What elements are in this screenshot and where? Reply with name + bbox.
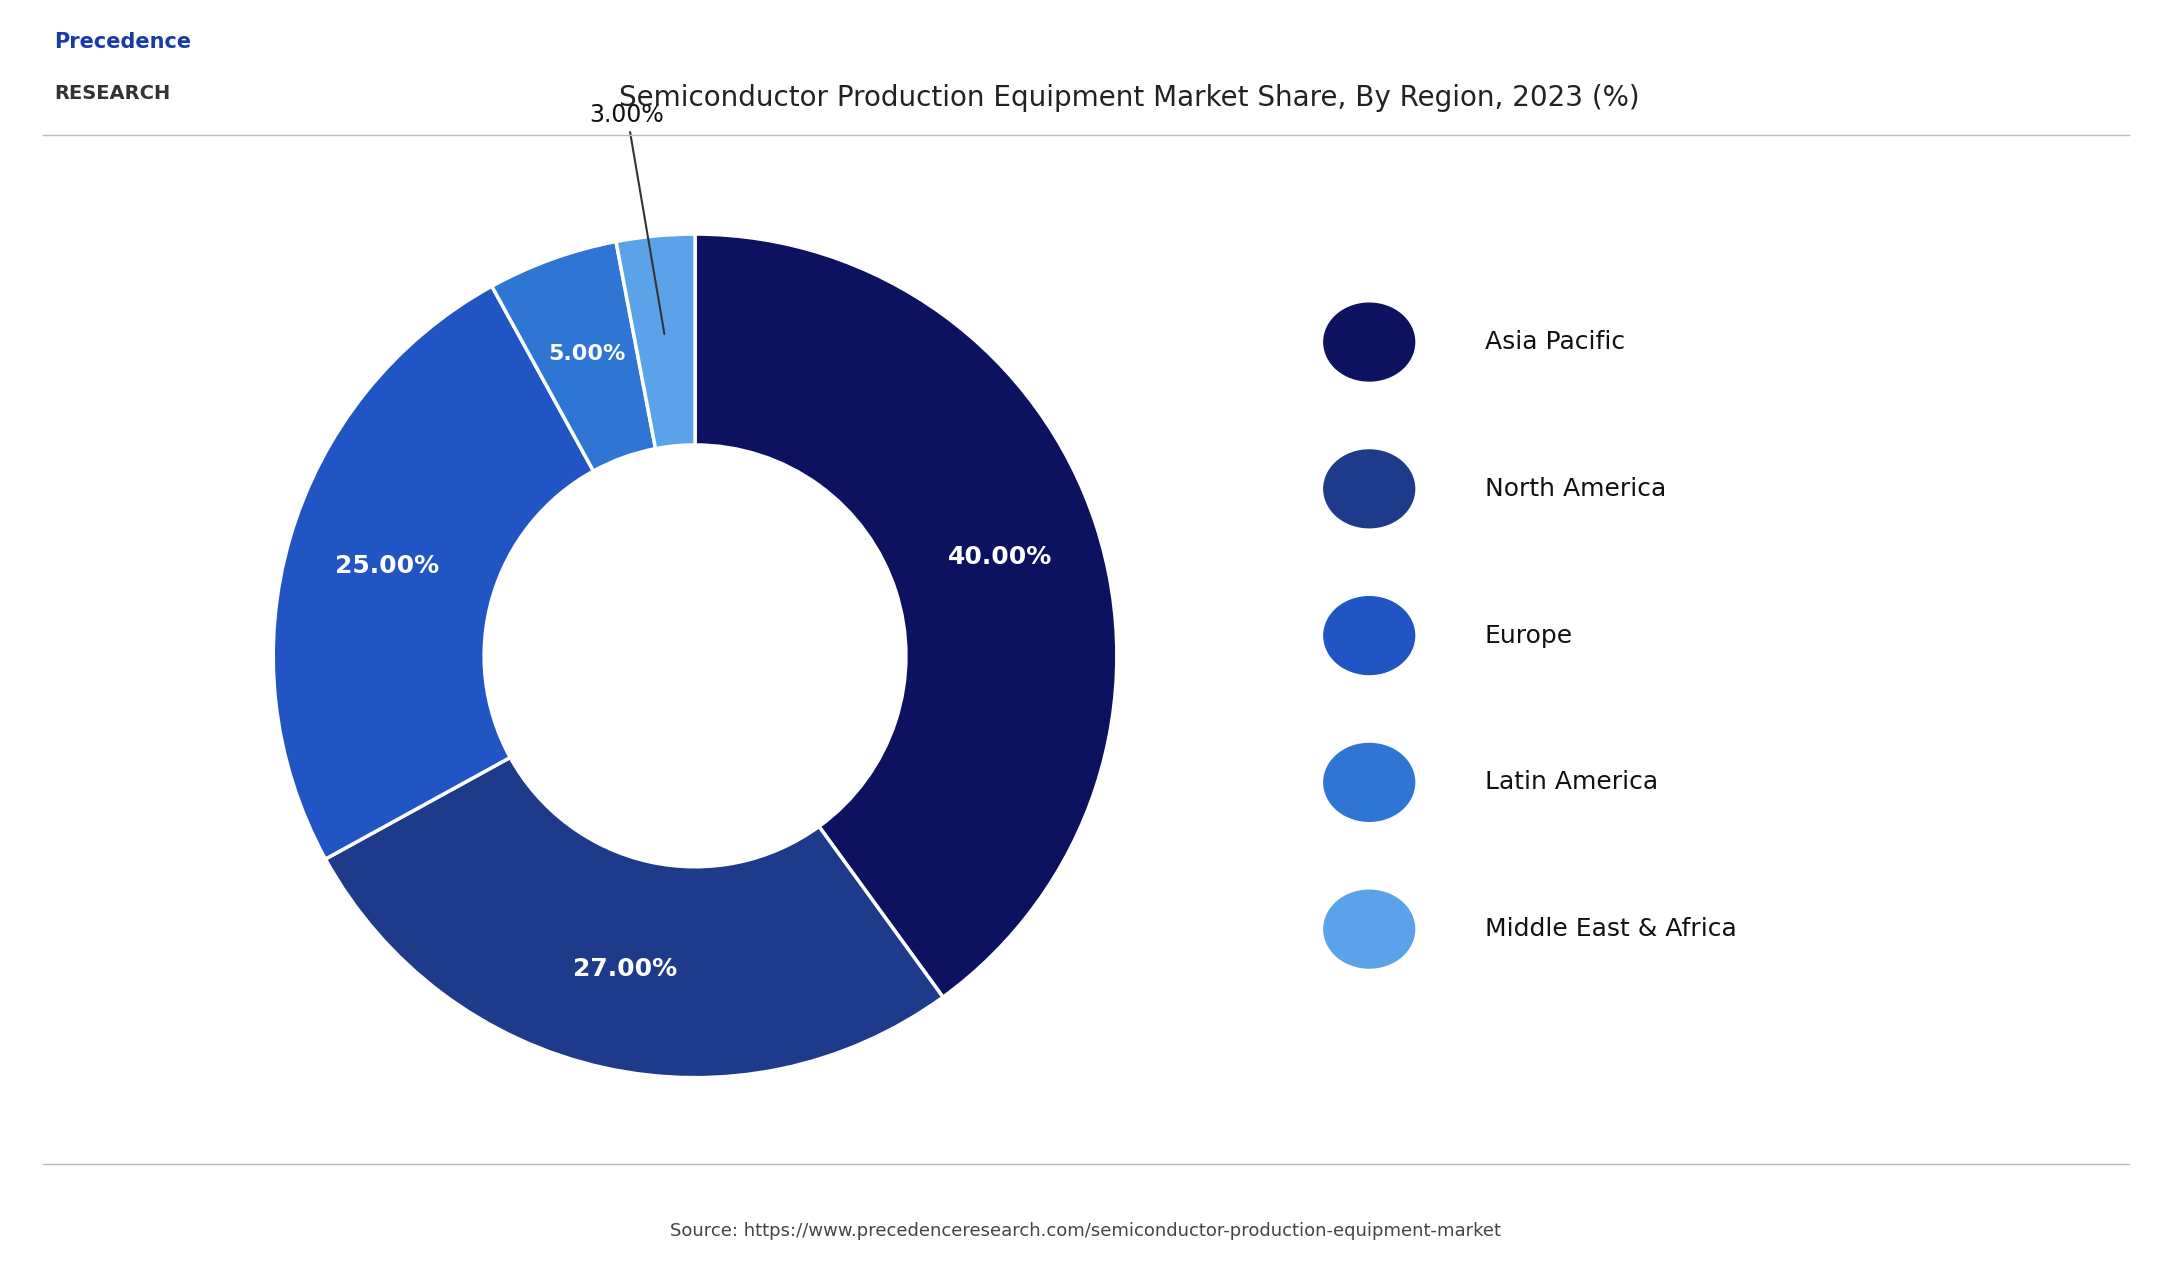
Wedge shape	[326, 757, 943, 1078]
Text: Europe: Europe	[1486, 624, 1573, 648]
Wedge shape	[274, 287, 593, 859]
Text: Precedence: Precedence	[54, 32, 191, 53]
Text: 5.00%: 5.00%	[547, 345, 626, 364]
Text: 25.00%: 25.00%	[334, 554, 439, 579]
Text: 40.00%: 40.00%	[947, 545, 1051, 568]
Circle shape	[1325, 597, 1414, 674]
Text: Semiconductor Production Equipment Market Share, By Region, 2023 (%): Semiconductor Production Equipment Marke…	[619, 84, 1640, 112]
Circle shape	[1325, 890, 1414, 968]
Circle shape	[1325, 303, 1414, 381]
Text: 3.00%: 3.00%	[591, 103, 665, 334]
Wedge shape	[617, 234, 695, 449]
Text: Latin America: Latin America	[1486, 770, 1657, 795]
Circle shape	[1325, 743, 1414, 822]
Text: Asia Pacific: Asia Pacific	[1486, 331, 1625, 354]
Text: RESEARCH: RESEARCH	[54, 84, 172, 103]
Text: North America: North America	[1486, 477, 1666, 500]
Wedge shape	[695, 234, 1116, 997]
Text: Source: https://www.precedenceresearch.com/semiconductor-production-equipment-ma: Source: https://www.precedenceresearch.c…	[671, 1222, 1501, 1240]
Text: Middle East & Africa: Middle East & Africa	[1486, 917, 1738, 941]
Wedge shape	[491, 242, 656, 471]
Circle shape	[1325, 450, 1414, 527]
Text: 27.00%: 27.00%	[573, 957, 678, 981]
